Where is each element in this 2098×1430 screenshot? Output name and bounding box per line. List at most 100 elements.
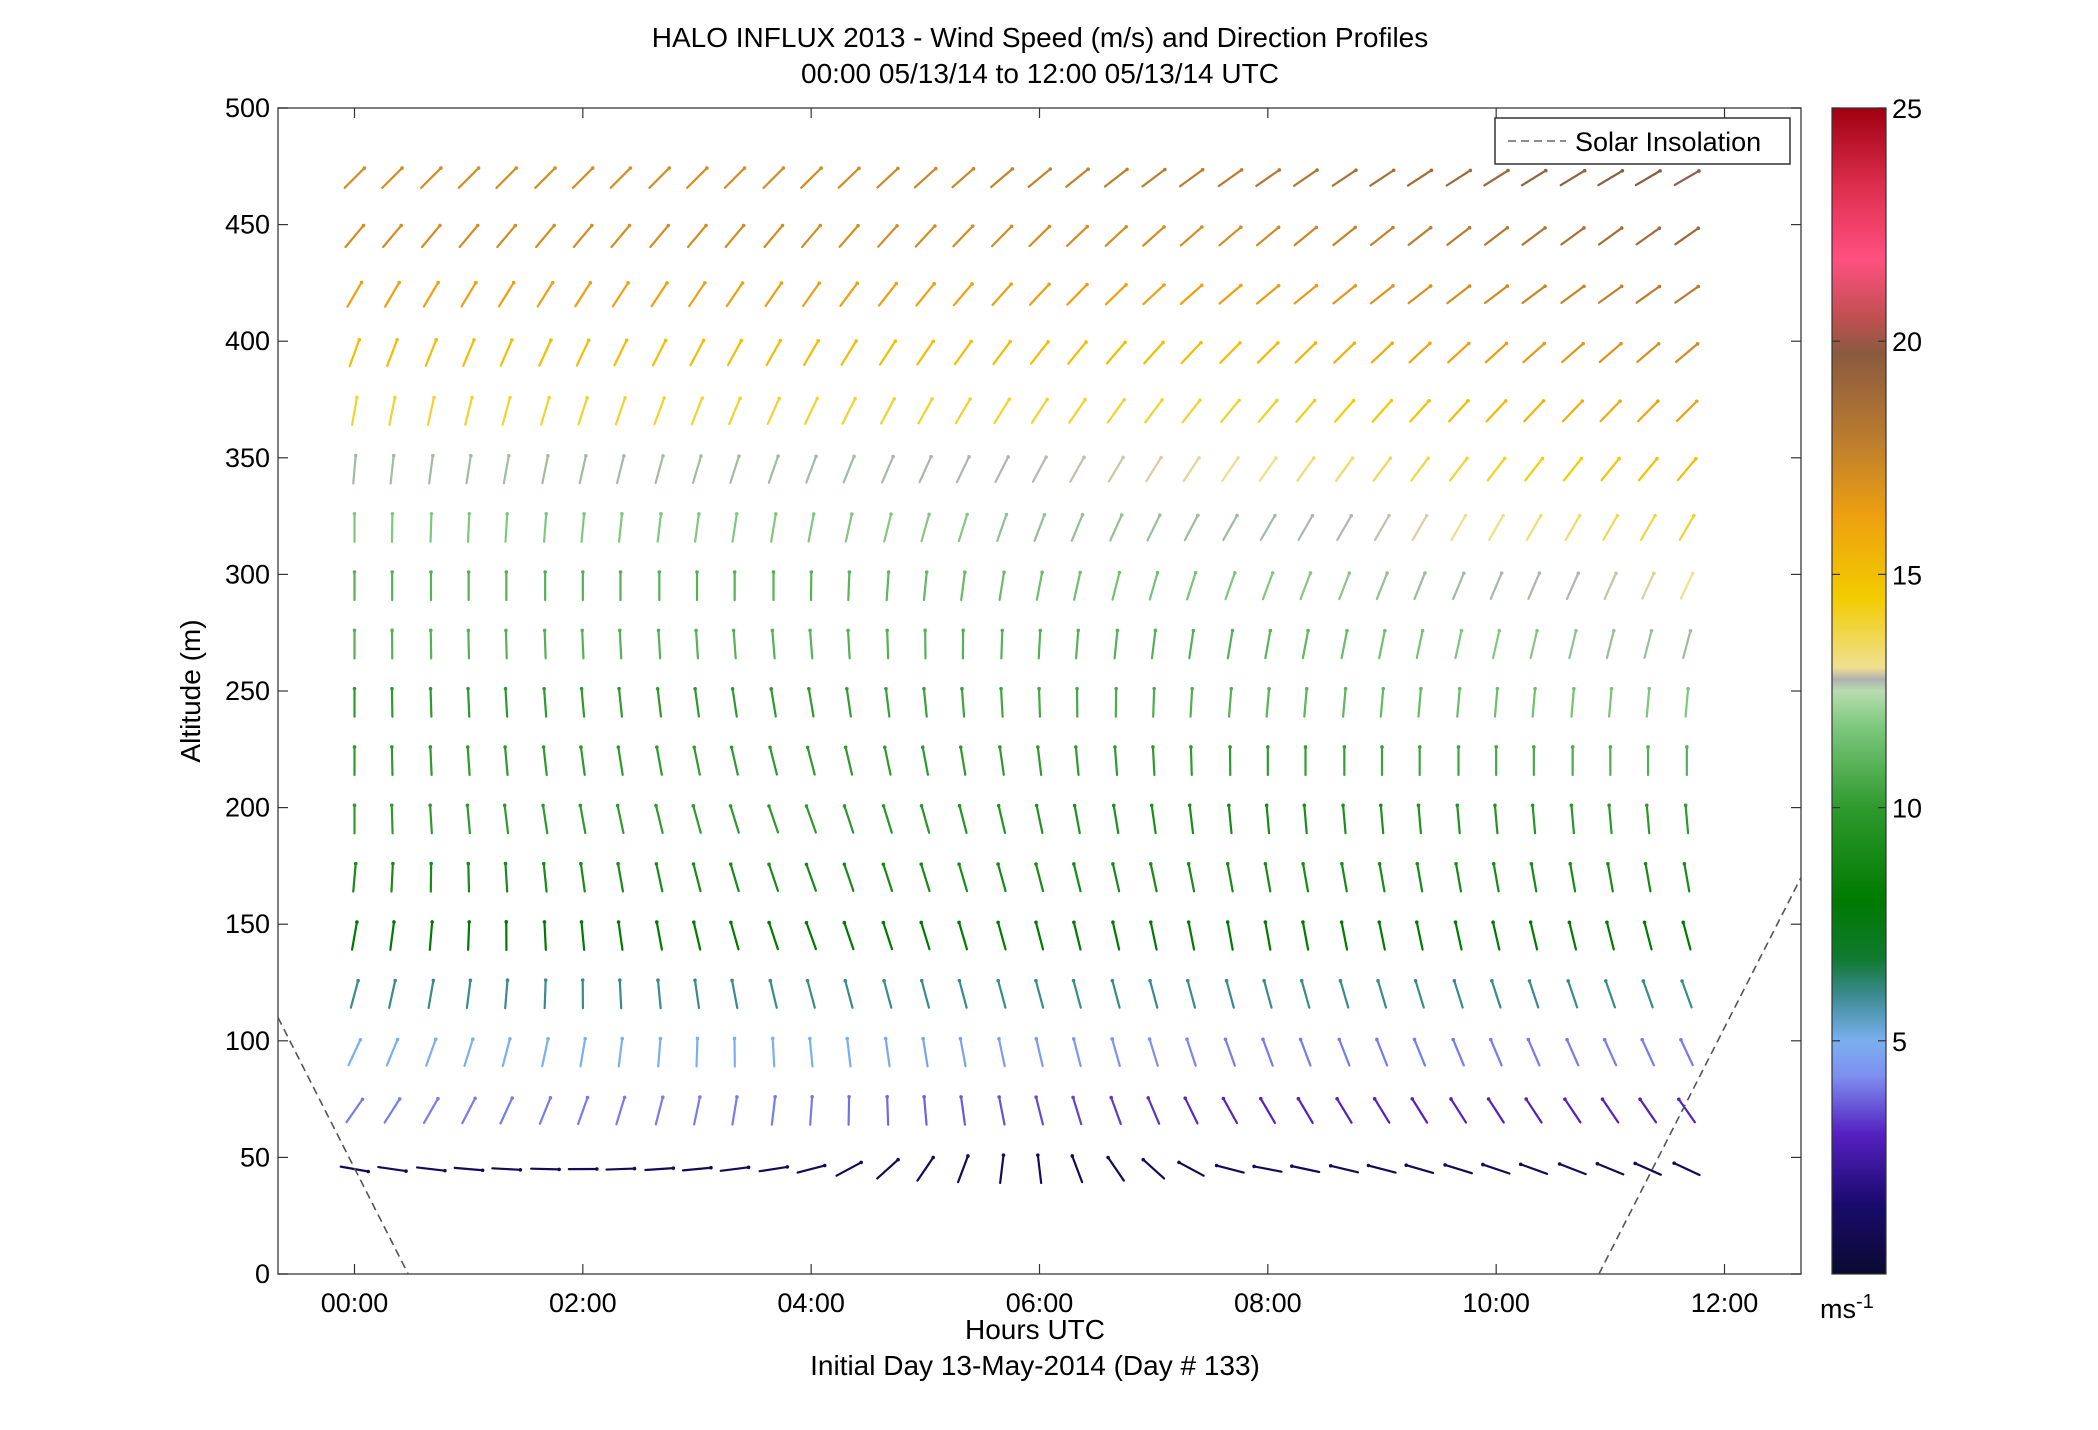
- colorbar-unit-base: ms: [1820, 1294, 1856, 1324]
- wind-barb-head: [1672, 1161, 1676, 1165]
- wind-barb-head: [1607, 804, 1611, 808]
- wind-barb-head: [1492, 862, 1496, 866]
- wind-barb: [1031, 342, 1048, 364]
- wind-barb: [1571, 689, 1573, 717]
- wind-barb: [1108, 400, 1124, 423]
- wind-barb-head: [1464, 514, 1468, 518]
- wind-barb: [809, 689, 814, 717]
- wind-barb-head: [1571, 745, 1575, 749]
- x-tick-label: 12:00: [1691, 1288, 1759, 1318]
- wind-barb-head: [1311, 514, 1315, 518]
- wind-barb: [1331, 1166, 1358, 1173]
- wind-barb: [505, 805, 508, 833]
- wind-barb: [1455, 922, 1461, 949]
- wind-barb: [1105, 169, 1127, 186]
- wind-barb-head: [1235, 514, 1239, 518]
- wind-barb: [497, 226, 515, 247]
- wind-barb-head: [357, 338, 361, 342]
- wind-barb: [616, 398, 625, 424]
- wind-barb: [1261, 516, 1275, 540]
- wind-barb: [1410, 401, 1429, 422]
- wind-barb-head: [919, 862, 923, 866]
- wind-barb-head: [1389, 456, 1393, 460]
- wind-barb-head: [355, 396, 359, 400]
- wind-barb-head: [428, 803, 432, 807]
- wind-barb: [505, 747, 508, 775]
- wind-barb: [1381, 805, 1383, 833]
- wind-barb-head: [814, 455, 818, 459]
- wind-barb-head: [1271, 571, 1275, 575]
- wind-barb: [995, 457, 1008, 482]
- wind-barb: [848, 572, 849, 600]
- wind-barb: [1605, 573, 1616, 599]
- wind-barb-head: [579, 804, 583, 808]
- wind-barb: [429, 980, 434, 1008]
- wind-barb-head: [583, 1037, 587, 1041]
- wind-barb: [1111, 1098, 1121, 1124]
- wind-barb-head: [1233, 571, 1237, 575]
- wind-barb-head: [891, 455, 895, 459]
- wind-barb: [1493, 631, 1499, 658]
- wind-barb: [1228, 922, 1233, 950]
- wind-barb: [690, 340, 703, 365]
- wind-barb-head: [1503, 457, 1507, 461]
- wind-barb: [734, 630, 736, 658]
- wind-barb-head: [1354, 168, 1358, 172]
- wind-barb: [1228, 631, 1233, 659]
- wind-barb: [1417, 631, 1423, 658]
- wind-barb: [1340, 981, 1348, 1008]
- wind-barb: [1683, 922, 1690, 949]
- wind-barb-head: [1085, 225, 1089, 229]
- wind-barb-head: [363, 166, 367, 170]
- wind-barb: [389, 980, 395, 1007]
- wind-barb-head: [1425, 514, 1429, 518]
- wind-barb-head: [390, 803, 394, 807]
- wind-barb: [1495, 689, 1497, 717]
- wind-barb-head: [1071, 1096, 1075, 1100]
- wind-barb-head: [397, 281, 401, 285]
- wind-barb-head: [1353, 226, 1357, 230]
- wind-barb-head: [747, 1166, 751, 1170]
- wind-barb: [1075, 805, 1080, 833]
- wind-barb-head: [1616, 514, 1620, 518]
- wind-barb: [1414, 573, 1424, 599]
- wind-barb-head: [882, 804, 886, 808]
- wind-barb: [692, 398, 702, 424]
- wind-barb: [1409, 228, 1431, 245]
- wind-barb-head: [671, 1166, 675, 1170]
- wind-barb-head: [1337, 1038, 1341, 1042]
- wind-barb-head: [1121, 456, 1125, 460]
- wind-barb-head: [506, 978, 510, 982]
- wind-barb: [1602, 1099, 1618, 1122]
- wind-barb-head: [667, 166, 671, 170]
- wind-barb: [581, 1039, 586, 1067]
- wind-barb: [1447, 286, 1469, 303]
- wind-barb-head: [396, 1038, 400, 1042]
- wind-barb-head: [1261, 1038, 1265, 1042]
- wind-barb: [1263, 1039, 1273, 1065]
- wind-barb: [1036, 1039, 1042, 1066]
- wind-barb-head: [1375, 1038, 1379, 1042]
- wind-barb: [694, 1097, 700, 1124]
- wind-barb: [760, 1167, 788, 1171]
- wind-barb: [1684, 864, 1689, 892]
- wind-barb-head: [1265, 804, 1269, 808]
- wind-barb-head: [889, 512, 893, 516]
- wind-barb-head: [731, 687, 735, 691]
- wind-barb: [1379, 631, 1385, 658]
- wind-barb-head: [353, 803, 357, 807]
- wind-barb-head: [390, 745, 394, 749]
- wind-barb-head: [847, 1095, 851, 1099]
- wind-barb-head: [743, 166, 747, 170]
- wind-barb: [1115, 630, 1118, 658]
- wind-barb: [1412, 1099, 1427, 1123]
- wind-barb-head: [514, 166, 518, 170]
- wind-barb: [1681, 573, 1693, 598]
- wind-barb-head: [1640, 1038, 1644, 1042]
- wind-barb-head: [1610, 687, 1614, 691]
- wind-barb: [731, 864, 739, 891]
- wind-barb-head: [1543, 284, 1547, 288]
- wind-barb: [1304, 689, 1306, 717]
- wind-barb-head: [998, 745, 1002, 749]
